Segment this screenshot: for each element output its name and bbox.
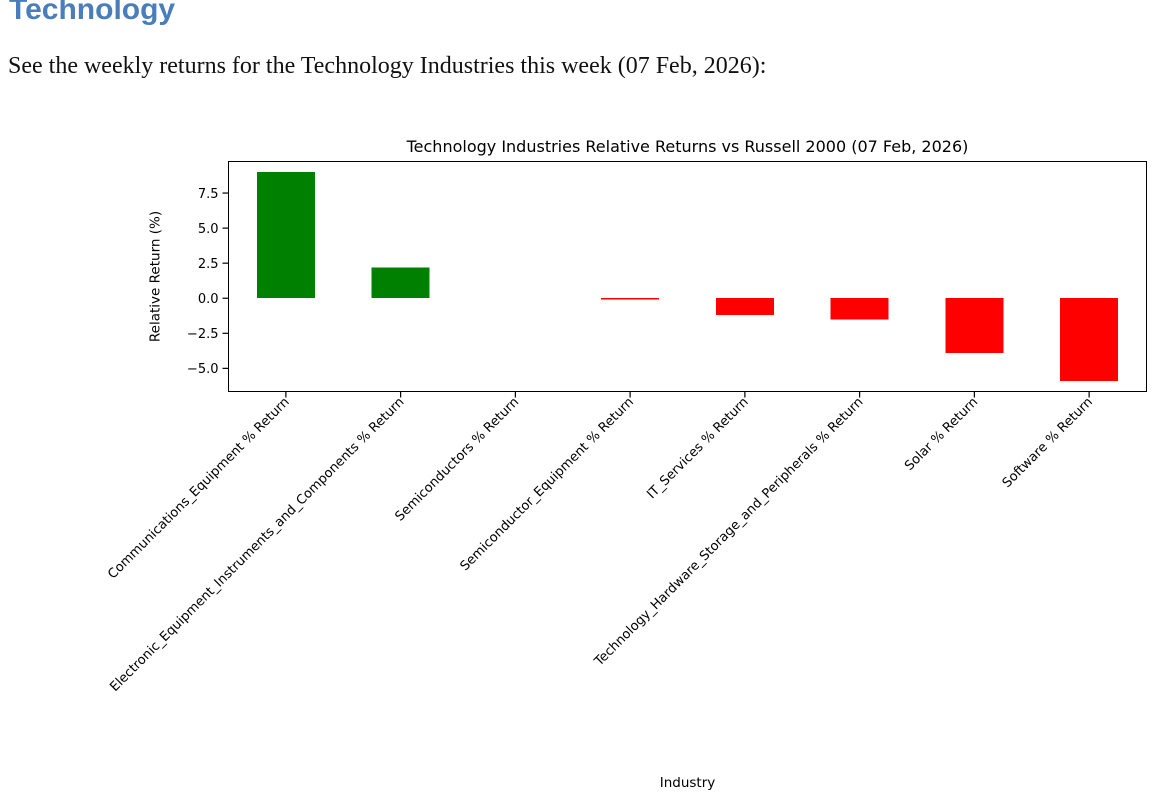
y-tick-label: 2.5 bbox=[198, 257, 219, 272]
x-tick-label: Solar % Return bbox=[902, 395, 981, 474]
chart-title: Technology Industries Relative Returns v… bbox=[406, 137, 969, 156]
x-tick-label: Communications_Equipment % Return bbox=[105, 395, 292, 582]
y-tick-label: 5.0 bbox=[198, 222, 219, 237]
y-tick-label: 7.5 bbox=[198, 187, 219, 202]
bar bbox=[601, 298, 660, 300]
x-tick-label: IT_Services % Return bbox=[644, 395, 751, 502]
plot-area bbox=[228, 161, 1147, 392]
bar bbox=[715, 298, 774, 316]
x-axis-label: Industry bbox=[660, 775, 716, 791]
y-tick-label: −2.5 bbox=[187, 327, 219, 342]
x-tick-label: Technology_Hardware_Storage_and_Peripher… bbox=[591, 395, 866, 670]
bar bbox=[256, 172, 315, 299]
bar bbox=[371, 267, 430, 299]
x-tick-label: Software % Return bbox=[1000, 395, 1096, 491]
y-axis-label: Relative Return (%) bbox=[148, 211, 164, 342]
x-axis-ticks: Communications_Equipment % ReturnElectro… bbox=[105, 391, 1096, 695]
page-title: Technology bbox=[9, 0, 176, 26]
y-axis-ticks: 7.5 5.0 2.5 0.0 −2.5 −5.0 bbox=[187, 187, 229, 377]
bar bbox=[1060, 298, 1119, 381]
y-tick-label: −5.0 bbox=[187, 362, 219, 377]
x-tick-label: Semiconductors % Return bbox=[392, 395, 522, 525]
y-tick-label: 0.0 bbox=[198, 292, 219, 307]
bars-group bbox=[256, 172, 1119, 381]
intro-text: See the weekly returns for the Technolog… bbox=[8, 53, 767, 79]
bar bbox=[945, 298, 1004, 353]
bar bbox=[830, 298, 889, 320]
